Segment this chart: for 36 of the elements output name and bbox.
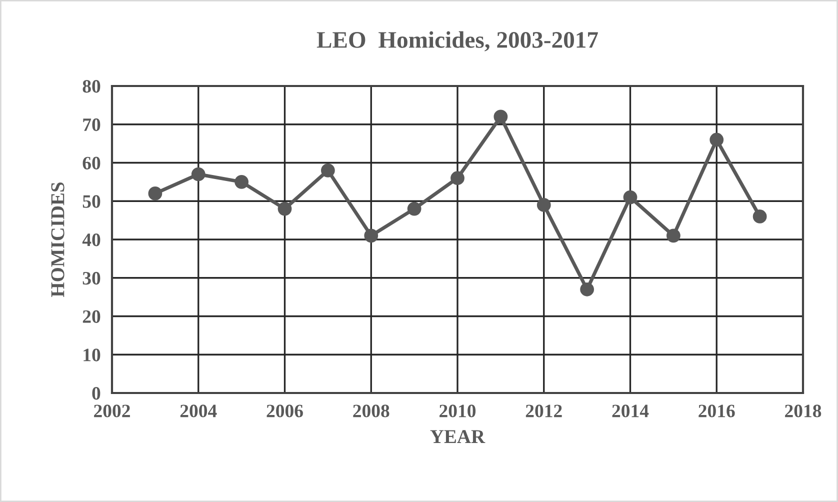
y-tick-label: 30: [82, 272, 100, 285]
point: [580, 282, 594, 296]
y-tick-label: 40: [82, 234, 100, 246]
x-tick-label: 2010: [440, 404, 476, 418]
y-tick-label: 50: [82, 195, 100, 208]
y-tick-label: 20: [82, 310, 100, 323]
point: [752, 210, 767, 224]
y-axis-title: HOMICIDES: [51, 182, 64, 297]
point: [278, 202, 292, 216]
x-tick-label: 2008: [353, 404, 390, 418]
point: [148, 186, 162, 200]
x-tick-label: 2004: [180, 404, 217, 418]
x-axis-title: YEAR: [430, 430, 486, 443]
y-tick-label: 0: [92, 387, 100, 400]
point: [234, 174, 249, 189]
point: [450, 171, 464, 186]
x-tick-label: 2018: [785, 404, 822, 418]
chart-title: LEO Homicides, 2003-2017: [316, 31, 598, 52]
point: [623, 190, 638, 204]
point: [407, 202, 422, 216]
point: [191, 167, 206, 182]
point: [494, 110, 508, 124]
point: [320, 163, 335, 178]
y-tick-label: 60: [82, 156, 100, 170]
point: [710, 132, 724, 147]
y-tick-label: 70: [83, 118, 100, 132]
x-tick-label: 2006: [266, 404, 303, 418]
x-tick-label: 2002: [94, 404, 130, 418]
point: [536, 198, 551, 212]
x-tick-label: 2012: [526, 404, 562, 418]
point: [364, 228, 378, 243]
point: [666, 228, 680, 243]
y-tick-label: 10: [84, 348, 100, 362]
y-tick-label: 80: [82, 80, 100, 93]
x-tick-label: 2016: [698, 404, 735, 418]
x-tick-label: 2014: [612, 404, 649, 418]
